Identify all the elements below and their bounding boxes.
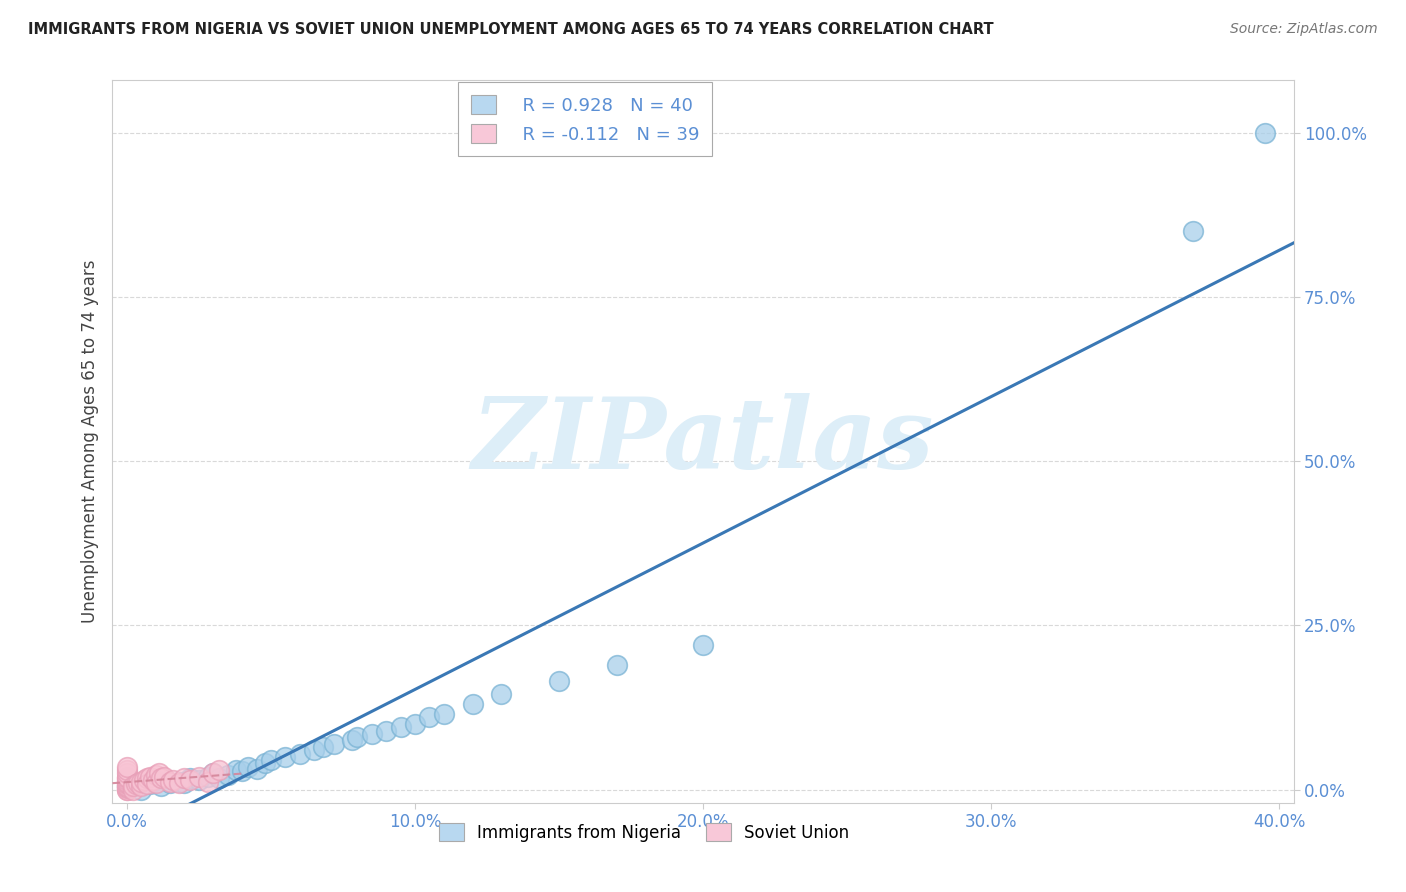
Point — [142, 772, 165, 787]
Point — [145, 768, 167, 782]
Point — [124, 777, 146, 791]
Point — [129, 780, 152, 794]
Point — [153, 770, 176, 784]
Point — [418, 710, 440, 724]
Point — [136, 771, 159, 785]
Point — [179, 772, 201, 787]
Point — [245, 762, 267, 776]
Point — [288, 747, 311, 761]
Point — [167, 774, 190, 789]
Point — [302, 743, 325, 757]
Point — [115, 782, 138, 797]
Point — [208, 763, 231, 777]
Point — [340, 733, 363, 747]
Point — [121, 780, 143, 794]
Point — [115, 780, 138, 794]
Point — [167, 776, 190, 790]
Point — [159, 776, 181, 790]
Point — [115, 770, 138, 784]
Point — [115, 777, 138, 791]
Point — [548, 674, 571, 689]
Point — [433, 707, 456, 722]
Point — [115, 760, 138, 774]
Legend: Immigrants from Nigeria, Soviet Union: Immigrants from Nigeria, Soviet Union — [432, 817, 856, 848]
Point — [145, 772, 167, 787]
Point — [404, 717, 426, 731]
Point — [606, 657, 628, 672]
Point — [115, 782, 138, 797]
Point — [375, 723, 398, 738]
Point — [692, 638, 714, 652]
Point — [115, 781, 138, 796]
Point — [260, 753, 283, 767]
Point — [225, 763, 247, 777]
Point — [187, 770, 209, 784]
Point — [150, 771, 173, 785]
Point — [115, 780, 138, 794]
Point — [187, 772, 209, 787]
Point — [217, 768, 239, 782]
Point — [274, 749, 297, 764]
Point — [127, 776, 149, 790]
Point — [491, 687, 513, 701]
Point — [179, 771, 201, 785]
Point — [197, 774, 219, 789]
Point — [115, 772, 138, 787]
Point — [208, 771, 231, 785]
Y-axis label: Unemployment Among Ages 65 to 74 years: Unemployment Among Ages 65 to 74 years — [80, 260, 98, 624]
Point — [236, 760, 259, 774]
Point — [139, 777, 162, 791]
Point — [159, 774, 181, 789]
Point — [129, 774, 152, 789]
Point — [115, 780, 138, 794]
Point — [360, 727, 382, 741]
Point — [202, 766, 225, 780]
Point — [231, 764, 253, 779]
Point — [145, 776, 167, 790]
Point — [121, 782, 143, 797]
Point — [254, 756, 277, 771]
Point — [129, 782, 152, 797]
Text: Source: ZipAtlas.com: Source: ZipAtlas.com — [1230, 22, 1378, 37]
Point — [139, 770, 162, 784]
Point — [1254, 126, 1277, 140]
Point — [173, 771, 195, 785]
Point — [115, 774, 138, 789]
Point — [323, 737, 346, 751]
Point — [115, 763, 138, 777]
Point — [197, 770, 219, 784]
Point — [148, 766, 170, 780]
Point — [461, 698, 484, 712]
Point — [136, 777, 159, 791]
Point — [1181, 224, 1204, 238]
Point — [312, 739, 335, 754]
Point — [115, 766, 138, 780]
Point — [389, 720, 412, 734]
Text: IMMIGRANTS FROM NIGERIA VS SOVIET UNION UNEMPLOYMENT AMONG AGES 65 TO 74 YEARS C: IMMIGRANTS FROM NIGERIA VS SOVIET UNION … — [28, 22, 994, 37]
Point — [150, 780, 173, 794]
Point — [346, 730, 368, 744]
Point — [162, 772, 184, 787]
Point — [115, 771, 138, 785]
Point — [173, 776, 195, 790]
Point — [115, 776, 138, 790]
Point — [202, 766, 225, 780]
Text: ZIPatlas: ZIPatlas — [472, 393, 934, 490]
Point — [134, 772, 156, 787]
